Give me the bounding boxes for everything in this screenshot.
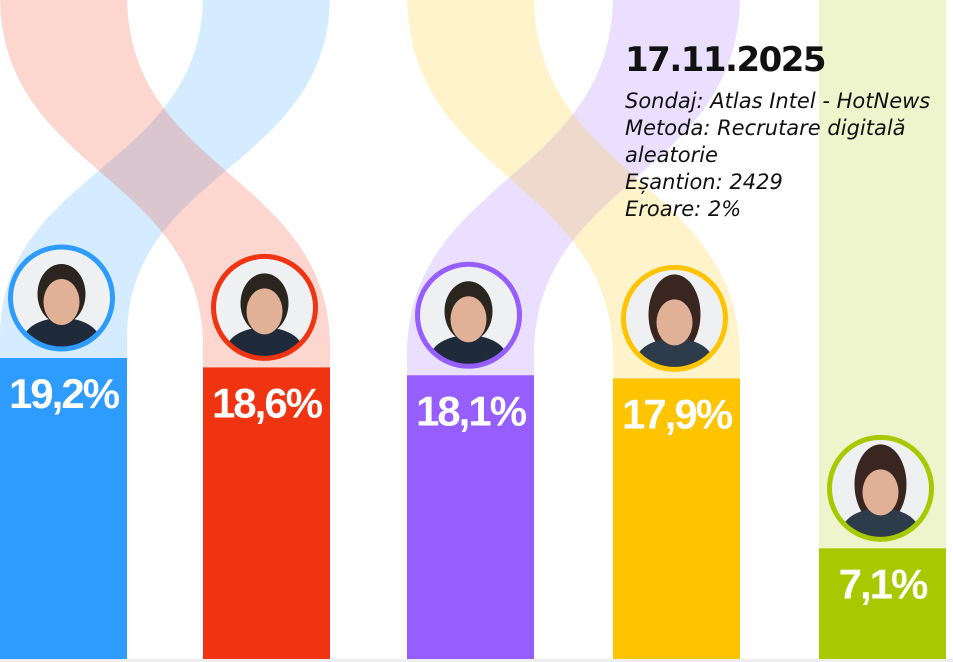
poll-error: Eroare: 2% <box>625 197 742 221</box>
avatars <box>8 244 934 542</box>
poll-source: Sondaj: Atlas Intel - HotNews <box>625 89 931 113</box>
bars: 19,2% 18,6% 18,1% 17,9% 7,1% <box>0 357 946 660</box>
value-label-4: 7,1% <box>839 560 928 607</box>
value-label-0: 19,2% <box>9 370 120 417</box>
value-label-1: 18,6% <box>212 379 323 426</box>
female-candidate-photo-4 <box>827 434 934 542</box>
poll-info: 17.11.2025 Sondaj: Atlas Intel - HotNews… <box>625 40 930 223</box>
ribbon-4 <box>818 0 947 550</box>
value-label-3: 17,9% <box>622 390 733 437</box>
bar-1 <box>203 367 330 660</box>
female-candidate-photo-3 <box>621 264 728 372</box>
baseline <box>0 659 953 662</box>
male-candidate-photo-0 <box>8 244 115 352</box>
bar-4 <box>819 548 946 660</box>
bar-3 <box>613 378 740 660</box>
poll-sample: Eșantion: 2429 <box>625 170 783 194</box>
poll-date: 17.11.2025 <box>625 40 827 80</box>
poll-method-cont: aleatorie <box>625 143 718 167</box>
male-candidate-photo-1 <box>211 253 318 361</box>
value-label-2: 18,1% <box>416 387 527 434</box>
male-candidate-photo-2 <box>415 261 522 369</box>
poll-method: Metoda: Recrutare digitală <box>625 116 906 140</box>
bar-2 <box>407 375 534 660</box>
bar-0 <box>0 357 127 660</box>
